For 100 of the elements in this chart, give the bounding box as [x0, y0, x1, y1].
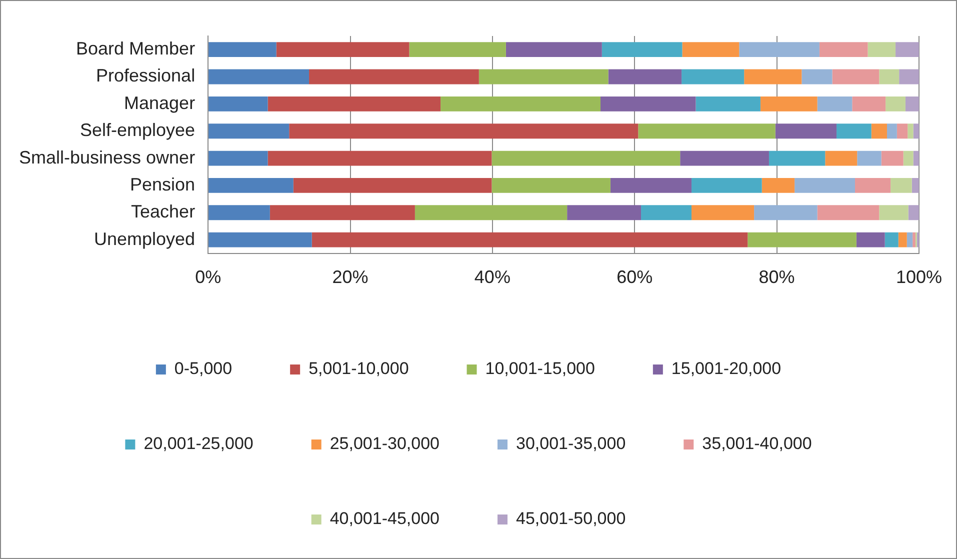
x-tick-label: 80%: [758, 267, 795, 288]
bar: [802, 69, 832, 84]
bar: [748, 232, 856, 248]
bar: [478, 69, 608, 84]
bar: [890, 178, 912, 193]
bar: [906, 232, 913, 248]
bar: [208, 69, 310, 84]
y-tick-label: Teacher: [131, 202, 196, 222]
bar: [884, 232, 898, 248]
bar: [879, 205, 908, 220]
bar: [739, 42, 820, 58]
y-tick-label: Self-employee: [80, 120, 196, 140]
bar: [208, 205, 270, 220]
bar: [208, 42, 276, 58]
x-tick-label: 100%: [896, 267, 942, 288]
bar: [691, 178, 762, 193]
bar: [762, 178, 795, 193]
bar: [754, 205, 818, 220]
bar: [492, 178, 610, 193]
legend-label: 15,001-20,000: [671, 359, 782, 378]
bar: [908, 124, 914, 139]
bar: [868, 42, 896, 58]
legend-label: 5,001-10,000: [308, 359, 409, 378]
legend-label: 0-5,000: [174, 359, 232, 378]
y-tick-label: Professional: [96, 66, 196, 86]
bar: [691, 205, 754, 220]
bar: [208, 178, 294, 193]
y-tick-label: Manager: [124, 92, 196, 113]
bar: [682, 69, 744, 84]
bar: [602, 42, 682, 58]
bar: [208, 150, 268, 166]
bar: [682, 42, 740, 58]
bar: [696, 96, 760, 112]
bar: [881, 150, 904, 166]
bar: [899, 69, 919, 84]
bar: [898, 232, 907, 248]
bar: [794, 178, 855, 193]
x-tick-label: 0%: [195, 267, 222, 288]
bar: [817, 96, 852, 112]
bar: [268, 96, 441, 112]
bar: [817, 205, 880, 220]
bar: [600, 96, 696, 112]
bar: [775, 124, 837, 139]
bar: [270, 205, 415, 220]
bar: [506, 42, 602, 58]
legend-label: 25,001-30,000: [330, 434, 440, 454]
bar: [744, 69, 802, 84]
legend-label: 30,001-35,000: [516, 434, 626, 454]
bar: [912, 232, 916, 248]
legend-label: 20,001-25,000: [144, 434, 254, 454]
bar: [852, 96, 886, 112]
bar: [610, 178, 692, 193]
y-tick-label: Pension: [130, 174, 196, 194]
bar: [886, 96, 906, 112]
y-tick-label: Board Member: [76, 38, 196, 59]
legend-label: 45,001-50,000: [516, 509, 626, 528]
bar: [903, 150, 914, 166]
legend-label: 35,001-40,000: [702, 434, 812, 454]
bar: [641, 205, 692, 220]
bar: [567, 205, 642, 220]
legend-label: 10,001-15,000: [485, 359, 595, 378]
bar: [760, 96, 818, 112]
x-tick-label: 40%: [474, 267, 510, 288]
legend-label: 40,001-45,000: [330, 509, 440, 528]
bar: [638, 124, 776, 139]
bar: [819, 42, 868, 58]
bar: [896, 124, 908, 139]
bar: [208, 232, 312, 248]
bar: [857, 150, 882, 166]
y-tick-label: Unemployed: [94, 228, 196, 249]
bar: [440, 96, 600, 112]
bar: [856, 232, 885, 248]
bar: [871, 124, 887, 139]
bar: [608, 69, 682, 84]
bar: [879, 69, 900, 84]
bar: [312, 232, 748, 248]
x-tick-label: 60%: [616, 267, 653, 288]
bar: [836, 124, 872, 139]
bar: [414, 205, 568, 220]
bar: [293, 178, 492, 193]
bar: [276, 42, 410, 58]
bar: [208, 124, 290, 139]
bar: [309, 69, 479, 84]
bar: [905, 96, 919, 112]
bar: [896, 42, 919, 58]
bar: [768, 150, 826, 166]
bar: [886, 124, 897, 139]
bar: [912, 178, 919, 193]
bar: [492, 150, 680, 166]
bar: [855, 178, 891, 193]
y-tick-label: Small-business owner: [18, 147, 196, 168]
bar: [832, 69, 880, 84]
bar: [409, 42, 506, 58]
bar: [825, 150, 858, 166]
bar: [289, 124, 638, 139]
bar: [908, 205, 919, 220]
bar: [680, 150, 769, 166]
bar: [268, 150, 492, 166]
bar: [208, 96, 268, 112]
x-tick-label: 20%: [332, 267, 368, 288]
